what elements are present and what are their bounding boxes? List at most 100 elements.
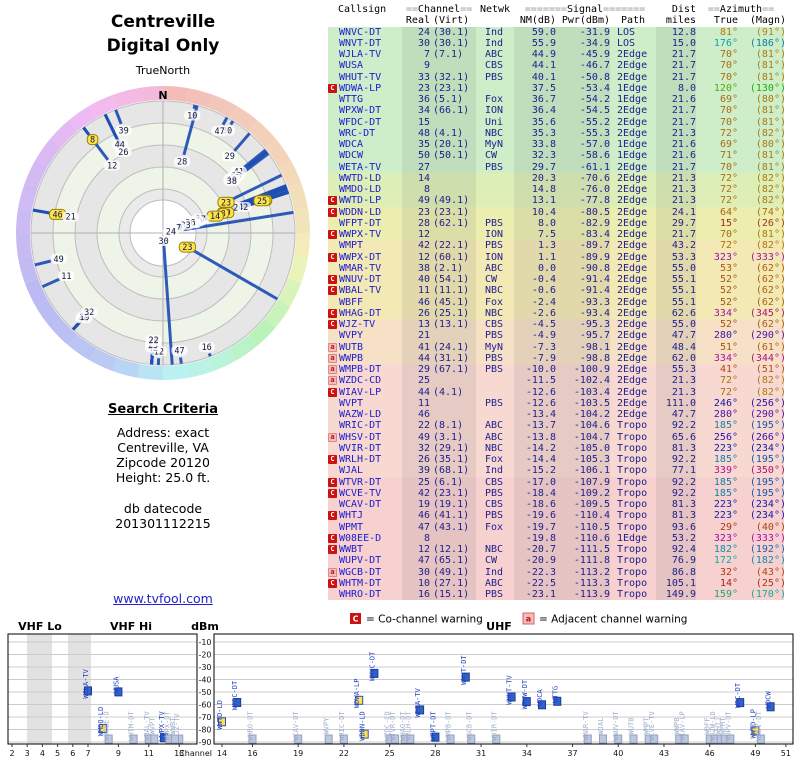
callsign-cell[interactable]: WMAR-TV — [339, 262, 382, 274]
callsign-cell[interactable]: WDDN-LD — [339, 206, 382, 218]
callsign-cell[interactable]: WNUV-DT — [339, 274, 382, 285]
callsign-cell[interactable]: WDCW — [339, 150, 364, 162]
callsign-cell[interactable]: WJZ-TV — [339, 319, 376, 330]
pwr-dbm-cell: -107.9 — [556, 476, 610, 488]
channel-label: 26 — [118, 148, 128, 158]
callsign-cell[interactable]: WGCB-DT — [339, 566, 382, 578]
pwr-dbm-cell: -61.1 — [556, 161, 610, 173]
real-channel-cell: 40 — [402, 274, 430, 286]
callsign-cell[interactable]: WBAL-TV — [339, 285, 382, 297]
real-channel-cell: 12 — [402, 544, 430, 556]
callsign-cell[interactable]: WHAG-DT — [339, 307, 382, 319]
station-bar — [171, 734, 179, 744]
station-label: WJAL — [597, 718, 605, 735]
callsign-cell[interactable]: WRLH-DT — [339, 454, 382, 465]
criteria-height: Height: 25.0 ft. — [115, 470, 211, 485]
table-row: WVPT 11 PBS -12.6 -103.5 2Edge 111.0 246° (256°) — [328, 397, 786, 410]
station-bar — [599, 734, 607, 744]
callsign-cell[interactable]: WWPX-TV — [339, 229, 382, 240]
callsign-cell[interactable]: WVPY — [339, 330, 364, 342]
callsign-cell[interactable]: WVPT — [339, 397, 364, 409]
azimuth-magn-cell: (40°) — [755, 521, 786, 533]
dist-miles-cell: 29.7 — [656, 217, 696, 230]
station-label: WNVC-DT — [368, 651, 376, 681]
callsign-cell[interactable]: WZDC-CD — [339, 375, 382, 387]
radar-spoke — [34, 259, 53, 267]
callsign-cell[interactable]: WBFF — [339, 296, 364, 308]
callsign-cell[interactable]: W08EE-D — [339, 532, 382, 544]
network-cell: PBS — [485, 510, 504, 522]
callsign-cell[interactable]: WHTM-DT — [339, 577, 382, 589]
callsign-cell[interactable]: WNVT-DT — [339, 37, 382, 49]
callsign-cell[interactable]: WMPT — [339, 240, 364, 252]
channel-label-bg — [115, 125, 132, 136]
pwr-dbm-cell: -105.3 — [556, 454, 610, 466]
callsign-cell[interactable]: WHUT-TV — [339, 71, 382, 83]
real-channel-cell: 22 — [402, 420, 430, 432]
callsign-cell[interactable]: WHRO-DT — [339, 589, 382, 600]
azimuth-true-cell: 69° — [719, 94, 738, 105]
pwr-dbm-cell: -54.5 — [556, 105, 610, 117]
callsign-cell[interactable]: WWTD-LP — [339, 195, 382, 207]
dist-miles-cell: 55.3 — [656, 364, 696, 376]
callsign-cell[interactable]: WVIR-DT — [339, 442, 382, 454]
dist-miles-cell: 149.9 — [656, 589, 696, 601]
nm-db-cell: -14.2 — [514, 442, 556, 455]
pwr-dbm-cell: -50.8 — [556, 71, 610, 83]
callsign-cell[interactable]: WFDC-DT — [339, 116, 382, 128]
callsign-cell[interactable]: WWPB — [339, 352, 364, 364]
callsign-cell[interactable]: WRC-DT — [339, 127, 376, 139]
callsign-cell[interactable]: WAZW-LD — [339, 409, 382, 420]
callsign-cell[interactable]: WUTB — [339, 341, 364, 353]
real-channel-cell: 9 — [402, 60, 430, 72]
callsign-cell[interactable]: WHSV-DT — [339, 431, 382, 443]
callsign-cell[interactable]: WETA-TV — [339, 161, 382, 173]
callsign-cell[interactable]: WRIC-DT — [339, 420, 382, 432]
azimuth-true-cell: 41° — [719, 364, 738, 375]
dist-miles-cell: 21.6 — [656, 150, 696, 162]
path-cell: 2Edge — [617, 161, 648, 173]
callsign-cell[interactable]: WDWA-LP — [339, 82, 382, 94]
azimuth-color-ring-segment — [24, 159, 48, 188]
path-cell: 2Edge — [617, 229, 648, 240]
callsign-cell[interactable]: WWTD-LD — [339, 172, 382, 184]
pwr-dbm-cell: -110.6 — [556, 532, 610, 545]
tvfool-link[interactable]: www.tvfool.com — [113, 591, 213, 606]
real-channel-cell: 46 — [402, 296, 430, 308]
path-cell: Tropo — [617, 577, 648, 589]
callsign-cell[interactable]: WCAV-DT — [339, 499, 382, 510]
callsign-cell[interactable]: WUSA — [339, 60, 364, 72]
callsign-cell[interactable]: WJAL — [339, 465, 364, 477]
network-cell: ABC — [485, 431, 504, 443]
callsign-cell[interactable]: WWBT — [339, 544, 364, 555]
path-cell: 2Edge — [617, 319, 648, 330]
callsign-cell[interactable]: WIAV-LP — [339, 386, 382, 398]
callsign-cell[interactable]: WJLA-TV — [339, 49, 382, 60]
callsign-cell[interactable]: WWPX-DT — [339, 251, 382, 263]
nm-db-cell: -19.7 — [514, 521, 556, 533]
callsign-cell[interactable]: WFPT-DT — [339, 217, 382, 229]
callsign-cell[interactable]: WMPB-DT — [339, 364, 382, 375]
azimuth-true-cell: 256° — [713, 431, 738, 443]
pwr-dbm-cell: -106.1 — [556, 465, 610, 477]
callsign-cell[interactable]: WNVC-DT — [339, 26, 382, 38]
channel-label: 16 — [202, 343, 212, 353]
nm-db-cell: -13.4 — [514, 409, 556, 421]
callsign-cell[interactable]: WCVE-TV — [339, 487, 382, 499]
azimuth-magn-cell: (61°) — [755, 341, 786, 353]
callsign-cell[interactable]: WTTG — [339, 94, 364, 105]
virtual-channel-cell: (67.1) — [430, 364, 476, 376]
channel-label: 32 — [84, 308, 94, 318]
table-row: WNVC-DT 24 (30.1) Ind 59.0 -31.9 LOS 12.8 81° (91… — [328, 26, 786, 38]
callsign-cell[interactable]: WMDO-LD — [339, 184, 382, 195]
callsign-cell[interactable]: WPXW-DT — [339, 105, 382, 117]
co-channel-warning-marker: C — [328, 308, 337, 318]
callsign-cell[interactable]: WUPV-DT — [339, 555, 382, 567]
real-channel-cell: 42 — [402, 487, 430, 500]
callsign-cell[interactable]: WPMT — [339, 521, 364, 533]
callsign-cell[interactable]: WTVR-DT — [339, 476, 382, 488]
callsign-cell[interactable]: WHTJ — [339, 510, 364, 522]
callsign-cell[interactable]: WDCA — [339, 139, 364, 150]
real-channel-cell: 15 — [402, 116, 430, 128]
real-channel-cell: 21 — [402, 330, 430, 342]
